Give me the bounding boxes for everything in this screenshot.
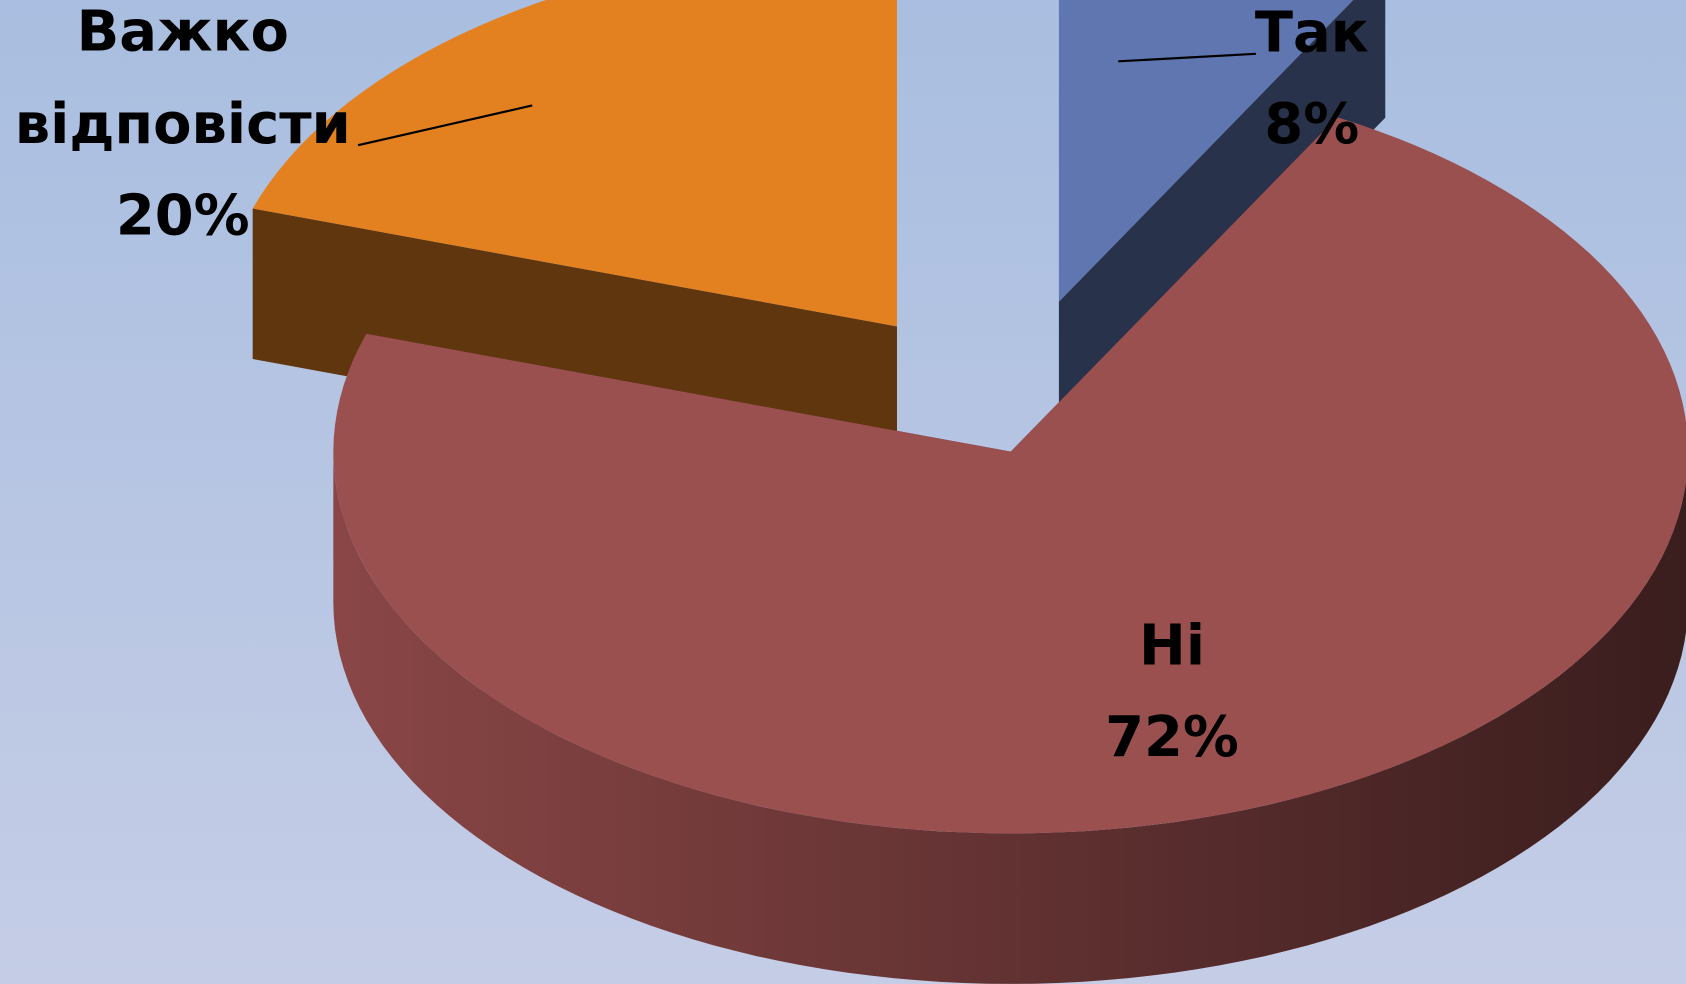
label-box: Важко відповісти <box>14 0 351 158</box>
slice <box>333 117 1686 834</box>
value-label: 72% <box>1105 705 1239 770</box>
slice <box>252 0 897 327</box>
category-label: Важко відповісти <box>14 0 351 158</box>
value-label: 8% <box>1264 92 1359 157</box>
slice-wall <box>333 451 1686 984</box>
leader-line <box>357 104 533 147</box>
category-label: Так <box>1255 1 1369 66</box>
leader-line <box>1118 52 1256 63</box>
category-label: Ні <box>1139 614 1205 679</box>
value-label: 20% <box>116 183 250 248</box>
